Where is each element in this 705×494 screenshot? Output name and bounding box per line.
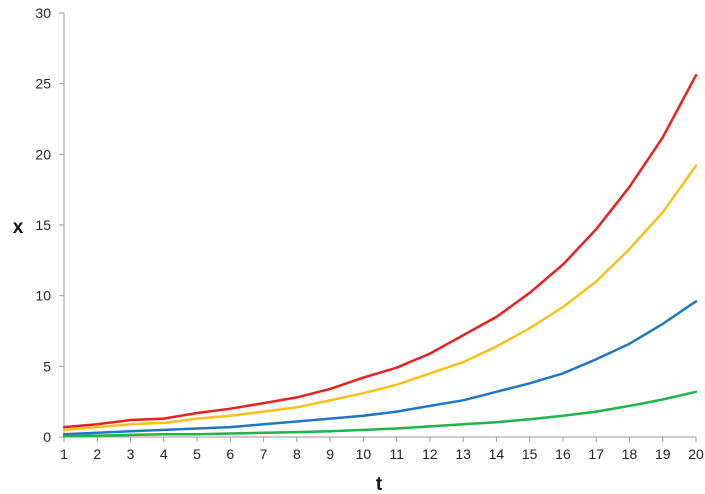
x-tick-label: 18 <box>622 446 638 462</box>
x-tick-label: 8 <box>293 446 301 462</box>
y-ticks: 0 5 10 15 20 25 30 <box>35 5 64 445</box>
y-tick-label: 5 <box>43 358 51 374</box>
x-tick-label: 16 <box>555 446 571 462</box>
x-tick-label: 10 <box>356 446 372 462</box>
x-tick-label: 19 <box>655 446 671 462</box>
series-line-1 <box>62 73 698 429</box>
x-tick-label: 6 <box>226 446 234 462</box>
y-tick-label: 0 <box>43 429 51 445</box>
y-tick-label: 20 <box>35 146 51 162</box>
x-tick-label: 9 <box>326 446 334 462</box>
x-tick-label: 15 <box>522 446 538 462</box>
series-lines <box>62 73 698 438</box>
x-tick-label: 5 <box>193 446 201 462</box>
x-tick-label: 7 <box>260 446 268 462</box>
x-tick-label: 17 <box>588 446 604 462</box>
series-line-4 <box>62 390 698 438</box>
x-tick-label: 3 <box>127 446 135 462</box>
x-tick-label: 20 <box>688 446 704 462</box>
y-tick-label: 10 <box>35 288 51 304</box>
x-tick-label: 14 <box>489 446 505 462</box>
x-tick-label: 12 <box>422 446 438 462</box>
x-tick-label: 11 <box>389 446 404 462</box>
series-line-3 <box>62 300 698 436</box>
x-axis-label: t <box>376 474 383 494</box>
x-tick-label: 4 <box>160 446 168 462</box>
x-tick-label: 13 <box>455 446 471 462</box>
y-tick-label: 30 <box>35 5 51 21</box>
series-line-2 <box>62 164 698 432</box>
x-ticks: 1 2 3 4 5 6 7 8 9 10 11 12 13 14 15 16 17 18 19 20 <box>60 437 704 462</box>
y-tick-label: 15 <box>35 217 51 233</box>
x-tick-label: 1 <box>60 446 68 462</box>
x-tick-label: 2 <box>93 446 101 462</box>
y-tick-label: 25 <box>35 76 51 92</box>
y-axis-label: x <box>13 217 24 238</box>
